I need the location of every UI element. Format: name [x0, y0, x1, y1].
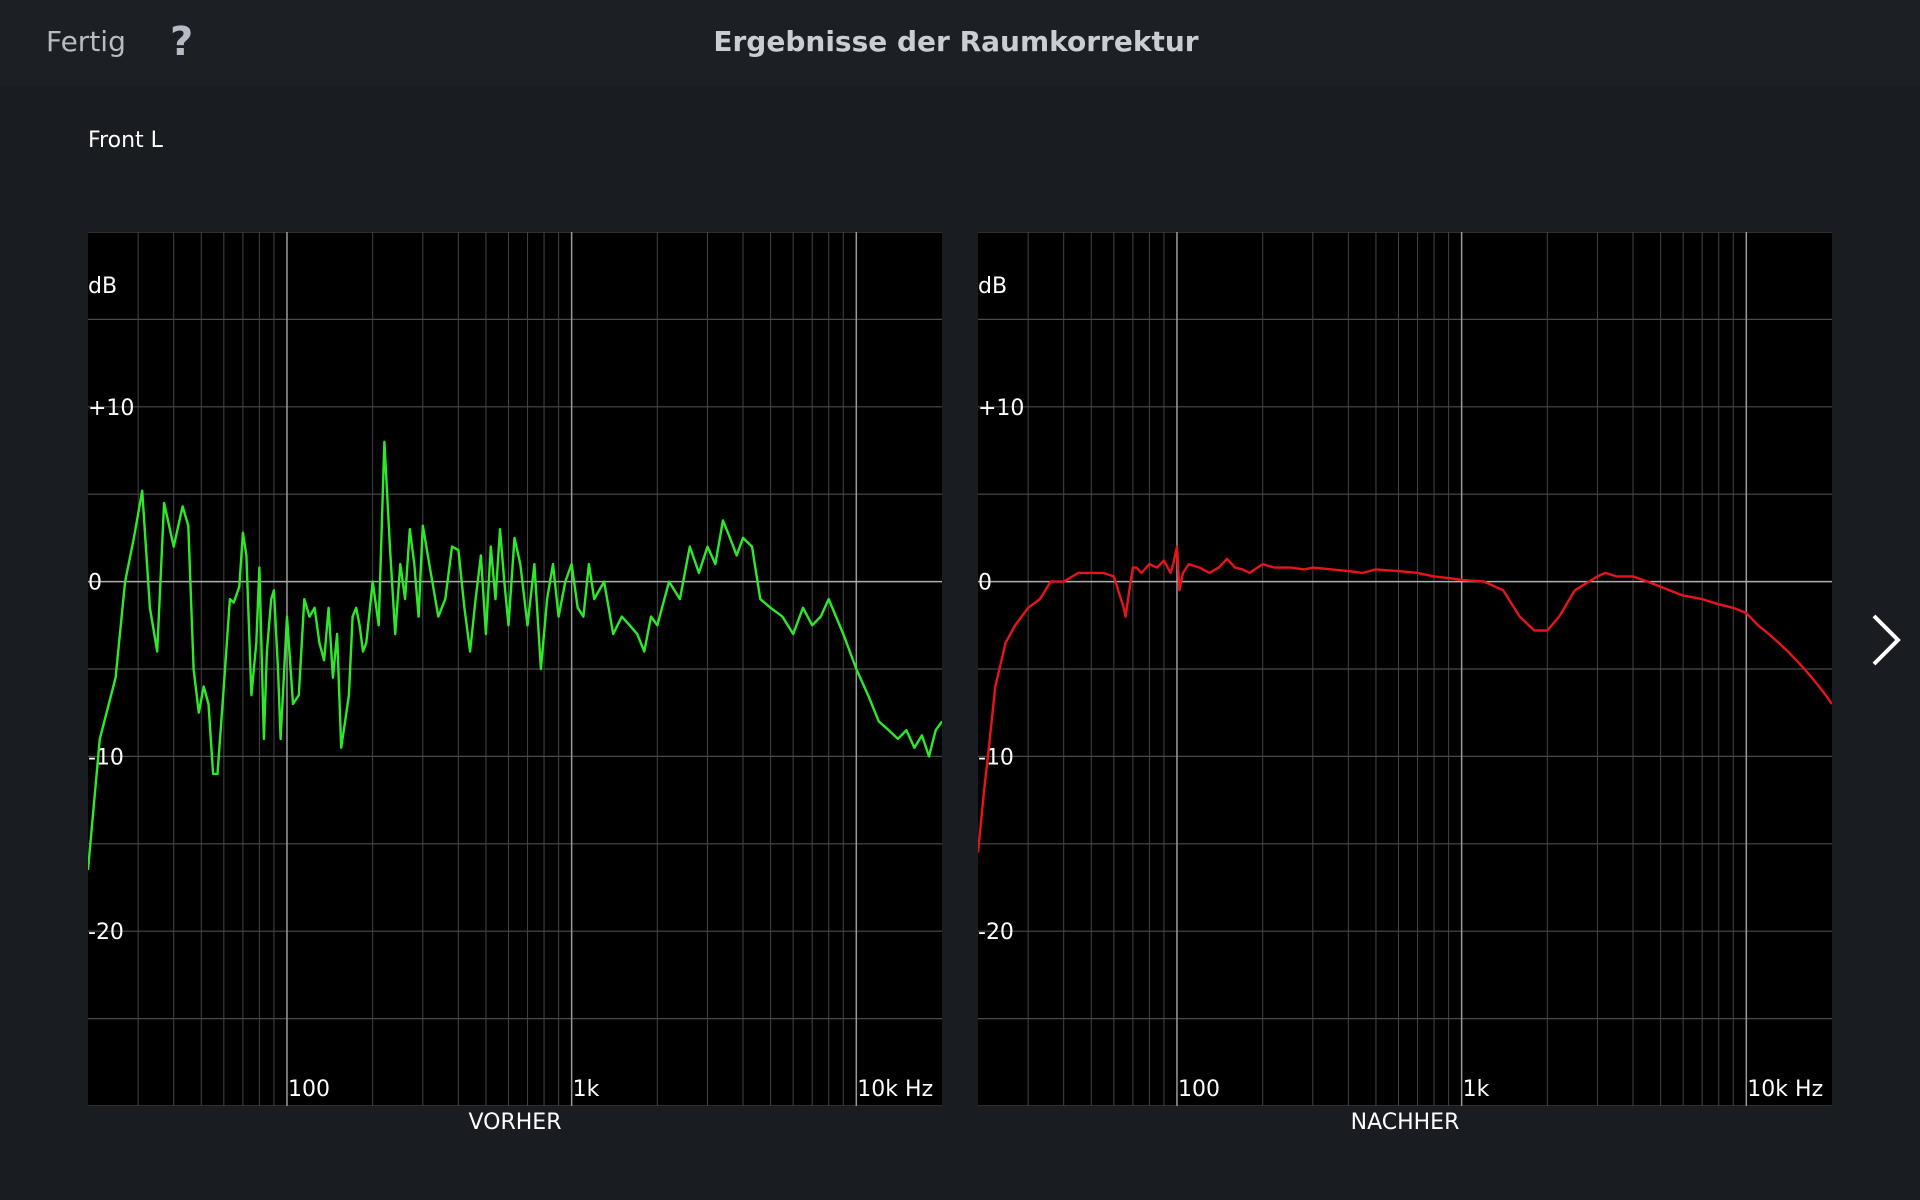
y-tick-label: +10 [88, 396, 134, 421]
x-tick-label: 10k Hz [1747, 1077, 1823, 1102]
y-tick-label: -20 [978, 920, 1014, 945]
chart-before-caption: VORHER [468, 1110, 562, 1135]
y-unit-label: dB [978, 274, 1007, 299]
chevron-right-icon [1872, 614, 1901, 666]
done-button[interactable]: Fertig [46, 25, 126, 58]
y-unit-label: dB [88, 274, 117, 299]
next-channel-button[interactable] [1862, 610, 1910, 670]
x-tick-label: 1k [573, 1077, 600, 1102]
x-tick-label: 100 [1178, 1077, 1220, 1102]
frequency-response-line [978, 545, 1832, 853]
y-tick-label: 0 [88, 571, 102, 596]
help-button[interactable]: ? [170, 19, 194, 65]
chart-before: dB +10 0 -10 -20 100 1k 10k Hz [88, 232, 942, 1106]
y-tick-label: +10 [978, 396, 1024, 421]
page-title: Ergebnisse der Raumkorrektur [713, 25, 1199, 58]
chart-after-caption: NACHHER [1350, 1110, 1460, 1135]
x-tick-label: 10k Hz [857, 1077, 933, 1102]
channel-label: Front L [88, 128, 163, 153]
x-tick-label: 100 [288, 1077, 330, 1102]
y-tick-label: 0 [978, 571, 992, 596]
x-tick-label: 1k [1463, 1077, 1490, 1102]
y-tick-label: -10 [978, 745, 1014, 770]
y-tick-label: -20 [88, 920, 124, 945]
chart-after: dB +10 0 -10 -20 100 1k 10k Hz [978, 232, 1832, 1106]
top-bar: Fertig ? Ergebnisse der Raumkorrektur [0, 0, 1920, 86]
y-tick-label: -10 [88, 745, 124, 770]
frequency-response-line [88, 440, 942, 871]
